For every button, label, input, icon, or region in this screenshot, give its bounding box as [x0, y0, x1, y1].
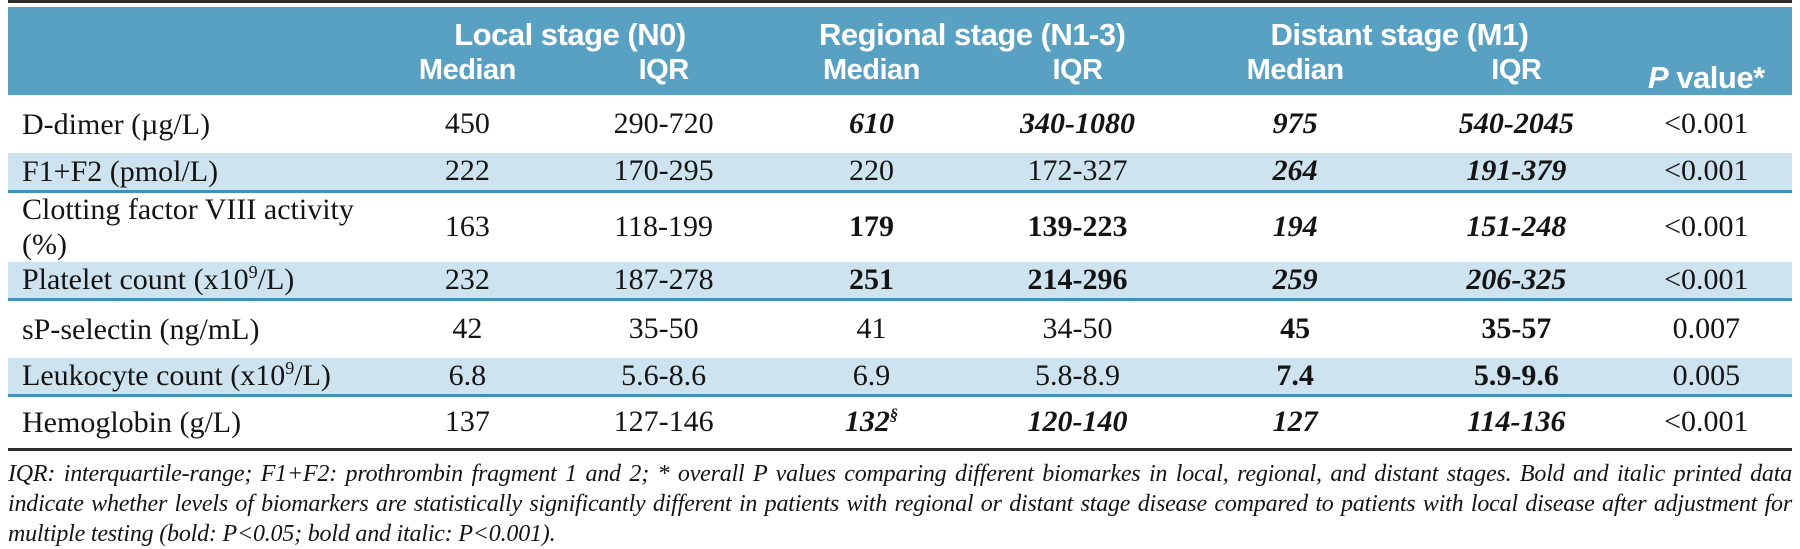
value-cell: 232	[373, 261, 562, 301]
column-group-header-regional: Regional stage (N1-3)	[766, 7, 1179, 52]
value-cell: 172-327	[976, 153, 1179, 193]
value-cell: 137	[373, 395, 562, 448]
column-group-row: Local stage (N0) Regional stage (N1-3) D…	[8, 7, 1792, 95]
value-cell: 170-295	[561, 153, 767, 193]
value-cell: 206-325	[1411, 261, 1621, 301]
value-cell: 6.8	[373, 357, 562, 397]
p-value-cell: <0.001	[1620, 395, 1792, 448]
value-cell: 340-1080	[976, 95, 1179, 153]
p-value-header-rest: value*	[1668, 60, 1765, 95]
value-cell: 127	[1178, 395, 1412, 448]
value-cell: 187-278	[561, 261, 767, 301]
value-cell: 120-140	[976, 395, 1179, 448]
value-cell: 127-146	[561, 395, 767, 448]
value-cell: 610	[766, 95, 977, 153]
value-cell: 35-50	[561, 299, 767, 358]
bottom-rule	[8, 447, 1792, 451]
table-row-platelet-count: Platelet count (x109/L) 232 187-278 251 …	[8, 261, 1792, 301]
subheader-median-regional: Median	[766, 52, 977, 95]
p-value-header: P value*	[1620, 7, 1792, 95]
value-cell: 35-57	[1411, 299, 1621, 358]
row-label: Clotting factor VIII activity (%)	[8, 191, 374, 262]
table-header: Local stage (N0) Regional stage (N1-3) D…	[8, 7, 1792, 95]
column-group-header-distant: Distant stage (M1)	[1178, 7, 1621, 52]
value-cell: 179	[766, 191, 977, 262]
table-body: D-dimer (µg/L) 450 290-720 610 340-1080 …	[8, 95, 1792, 448]
table-row-d-dimer: D-dimer (µg/L) 450 290-720 610 340-1080 …	[8, 95, 1792, 153]
value-cell: 5.9-9.6	[1411, 357, 1621, 397]
corner-cell	[8, 52, 374, 95]
value-cell: 194	[1178, 191, 1412, 262]
p-value-cell: <0.001	[1620, 191, 1792, 262]
table-row-f1-f2: F1+F2 (pmol/L) 222 170-295 220 172-327 2…	[8, 153, 1792, 193]
value-cell: 214-296	[976, 261, 1179, 301]
column-group-header-local: Local stage (N0)	[373, 7, 767, 52]
value-cell: 118-199	[561, 191, 767, 262]
value-cell: 34-50	[976, 299, 1179, 358]
table-row-clotting-factor: Clotting factor VIII activity (%) 163 11…	[8, 191, 1792, 262]
row-label: sP-selectin (ng/mL)	[8, 299, 374, 358]
p-value-cell: <0.001	[1620, 153, 1792, 193]
p-value-cell: <0.001	[1620, 261, 1792, 301]
value-cell: 540-2045	[1411, 95, 1621, 153]
value-cell: 259	[1178, 261, 1412, 301]
table-footnote: IQR: interquartile-range; F1+F2: prothro…	[8, 460, 1792, 547]
subheader-median-distant: Median	[1178, 52, 1412, 95]
value-cell: 975	[1178, 95, 1412, 153]
top-rule	[8, 0, 1792, 3]
value-cell: 450	[373, 95, 562, 153]
corner-cell	[8, 7, 374, 52]
value-cell: 251	[766, 261, 977, 301]
p-value-header-italic-p: P	[1648, 60, 1669, 95]
value-cell: 6.9	[766, 357, 977, 397]
value-cell: 220	[766, 153, 977, 193]
row-label: Platelet count (x109/L)	[8, 261, 374, 301]
value-cell: 114-136	[1411, 395, 1621, 448]
table-row-leukocyte-count: Leukocyte count (x109/L) 6.8 5.6-8.6 6.9…	[8, 357, 1792, 397]
value-cell: 5.6-8.6	[561, 357, 767, 397]
subheader-iqr-distant: IQR	[1411, 52, 1621, 95]
value-cell: 41	[766, 299, 977, 358]
value-cell: 42	[373, 299, 562, 358]
subheader-median-local: Median	[373, 52, 562, 95]
value-cell: 191-379	[1411, 153, 1621, 193]
value-cell: 151-248	[1411, 191, 1621, 262]
value-cell: 139-223	[976, 191, 1179, 262]
value-cell: 163	[373, 191, 562, 262]
biomarker-stage-table-figure: Local stage (N0) Regional stage (N1-3) D…	[8, 0, 1792, 549]
subheader-iqr-regional: IQR	[976, 52, 1179, 95]
p-value-cell: 0.005	[1620, 357, 1792, 397]
row-label: D-dimer (µg/L)	[8, 95, 374, 153]
value-cell: 222	[373, 153, 562, 193]
value-cell: 5.8-8.9	[976, 357, 1179, 397]
table-row-sp-selectin: sP-selectin (ng/mL) 42 35-50 41 34-50 45…	[8, 299, 1792, 358]
subheader-row: Median IQR Median IQR Median IQR	[8, 52, 1792, 95]
p-value-cell: <0.001	[1620, 95, 1792, 153]
value-cell: 290-720	[561, 95, 767, 153]
biomarkers-table: Local stage (N0) Regional stage (N1-3) D…	[8, 7, 1792, 448]
value-cell: 264	[1178, 153, 1412, 193]
p-value-cell: 0.007	[1620, 299, 1792, 358]
value-cell: 45	[1178, 299, 1412, 358]
footnote-marker: §	[889, 405, 899, 425]
table-row-hemoglobin: Hemoglobin (g/L) 137 127-146 132§ 120-14…	[8, 395, 1792, 448]
row-label: Hemoglobin (g/L)	[8, 395, 374, 448]
row-label: F1+F2 (pmol/L)	[8, 153, 374, 193]
value-cell: 7.4	[1178, 357, 1412, 397]
row-label: Leukocyte count (x109/L)	[8, 357, 374, 397]
subheader-iqr-local: IQR	[561, 52, 767, 95]
value-cell: 132§	[766, 395, 977, 448]
